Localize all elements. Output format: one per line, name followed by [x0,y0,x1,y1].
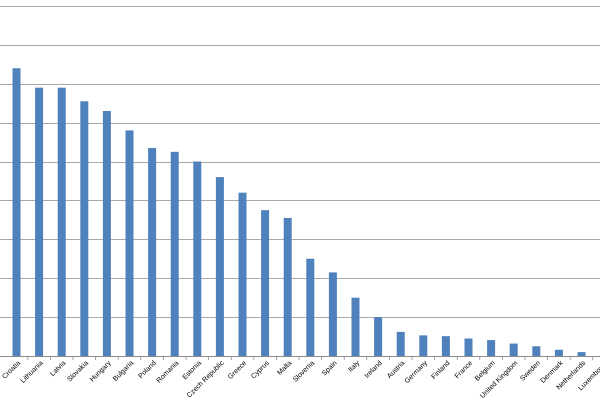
bar [12,68,21,356]
x-tick-label: Cyprus [250,359,271,380]
x-tick-label: Austria [386,360,406,380]
bar [328,272,337,356]
x-tick-label: Finland [430,360,451,381]
x-axis [0,356,600,360]
x-tick-label: Slovakia [66,360,90,384]
x-tick-label: France [454,360,474,380]
x-tick-label: Hungary [89,359,113,383]
bar [35,87,44,357]
bar [509,343,518,356]
bar [148,147,157,356]
bar [80,101,89,356]
bar [374,317,383,356]
x-tick-label: Poland [137,360,157,380]
bar [215,177,224,356]
x-tick-label: Bulgaria [112,360,135,383]
bar [261,210,270,356]
x-tick-label: Romania [156,360,181,385]
x-tick-label: Latvia [49,360,67,378]
x-tick-label: Sweden [519,360,542,383]
bar [441,336,450,356]
gridlines [0,6,600,318]
bar [554,349,563,356]
x-tick-label: Croatia [1,360,22,381]
bar [464,338,473,356]
bar [102,111,111,356]
bar [193,161,202,356]
bar [396,331,405,356]
x-tick-label: Belgium [474,360,497,383]
bar [57,87,66,357]
bar [577,352,586,356]
bar [125,130,134,356]
x-tick-label: Malta [276,360,293,377]
bar [351,297,360,356]
bar [283,217,292,356]
x-tick-label: Lithuania [20,360,45,385]
bar [238,192,247,356]
x-tick-label: Italy [347,359,361,373]
bar [306,258,315,356]
x-tick-label: Spain [321,360,339,378]
x-tick-label: Germany [404,359,430,385]
bar-series [12,68,586,357]
x-tick-label: Estonia [182,360,204,382]
bar [487,340,496,356]
x-tick-label: Greece [227,360,248,381]
bar [419,335,428,356]
x-tick-label: Ireland [364,360,384,380]
bar [532,346,541,356]
bar [170,151,179,356]
x-tick-label: Slovenia [292,360,316,384]
